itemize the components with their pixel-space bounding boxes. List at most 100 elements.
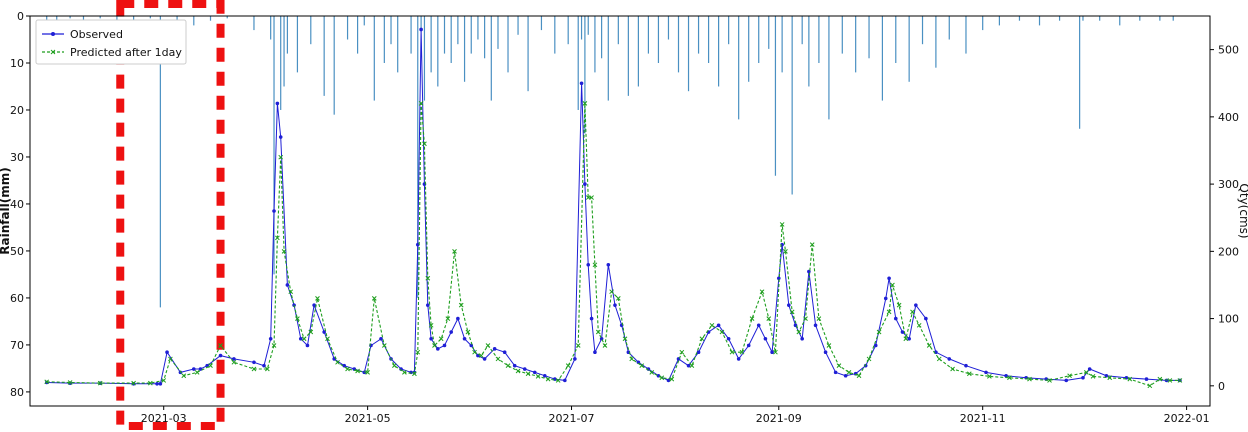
observed-point <box>984 370 988 375</box>
predicted-point <box>1147 383 1153 389</box>
observed-point <box>482 357 487 361</box>
observed-point <box>716 323 721 328</box>
observed-point <box>312 303 316 307</box>
predicted-point <box>679 349 685 355</box>
predicted-point <box>251 366 257 372</box>
predicted-point <box>432 343 437 348</box>
predicted-point <box>773 349 778 355</box>
predicted-point <box>779 222 785 227</box>
predicted-point <box>589 195 594 200</box>
predicted-point <box>67 380 73 385</box>
predicted-point <box>194 370 200 375</box>
predicted-point <box>44 379 50 385</box>
predicted-point <box>288 289 294 295</box>
y-left-tick-label: 80 <box>10 386 24 399</box>
observed-point <box>756 323 761 328</box>
predicted-point <box>131 380 136 386</box>
predicted-point <box>412 371 417 377</box>
observed-point <box>726 336 731 341</box>
predicted-point <box>415 349 421 355</box>
predicted-point <box>438 336 444 342</box>
observed-point <box>252 360 256 365</box>
predicted-point <box>729 349 735 355</box>
observed-point <box>456 316 460 321</box>
observed-point <box>285 283 290 287</box>
observed-point <box>833 370 838 375</box>
observed-point <box>586 262 591 267</box>
observed-point <box>419 27 423 32</box>
observed-point <box>696 350 701 355</box>
observed-point <box>1004 373 1008 378</box>
predicted-point <box>936 356 942 362</box>
predicted-point <box>465 329 471 335</box>
predicted-point <box>281 248 287 254</box>
left-axis: 0 10 20 30 40 50 60 70 80 <box>10 10 30 399</box>
predicted-point <box>886 309 892 315</box>
observed-point <box>593 350 597 355</box>
observed-point <box>907 336 911 341</box>
predicted-point <box>485 343 491 348</box>
predicted-point <box>345 366 350 372</box>
predicted-point <box>535 374 541 379</box>
predicted-point <box>335 359 340 365</box>
predicted-point <box>766 316 772 321</box>
predicted-point <box>966 371 972 377</box>
observed-point <box>873 343 878 348</box>
x-tick-label: 2021-05 <box>345 412 391 425</box>
observed-point <box>352 367 357 371</box>
predicted-point <box>231 359 237 365</box>
predicted-point <box>575 343 581 348</box>
observed-point <box>425 303 430 307</box>
predicted-point <box>315 296 320 301</box>
predicted-point <box>445 316 451 321</box>
predicted-point <box>622 336 628 342</box>
predicted-point <box>649 370 655 375</box>
predicted-point <box>1007 375 1012 381</box>
observed-point <box>770 350 774 355</box>
y-right-axis-label: Qty(cms) <box>1237 183 1248 238</box>
predicted-point <box>876 329 882 335</box>
predicted-point <box>428 322 434 328</box>
predicted-point <box>809 242 815 247</box>
predicted-point <box>749 316 755 321</box>
predicted-point <box>595 329 601 335</box>
observed-point <box>502 350 507 355</box>
observed-point <box>763 336 768 341</box>
predicted-point <box>890 282 895 288</box>
right-axis: 0 100 200 300 400 500 <box>1210 44 1239 393</box>
predicted-point <box>783 248 788 254</box>
predicted-point <box>659 375 665 381</box>
y-right-tick-label: 300 <box>1218 178 1239 191</box>
observed-point <box>1104 373 1109 378</box>
observed-point <box>589 316 594 321</box>
predicted-point <box>168 356 173 362</box>
observed-point <box>191 367 196 371</box>
x-tick-label: 2022-01 <box>1164 412 1210 425</box>
predicted-point <box>505 363 511 369</box>
predicted-point <box>910 309 915 315</box>
predicted-point <box>97 380 103 386</box>
predicted-point <box>515 368 521 374</box>
predicted-point <box>803 316 808 321</box>
observed-point <box>1144 377 1149 381</box>
observed-point <box>823 350 828 355</box>
predicted-point <box>1067 373 1072 379</box>
predicted-point <box>425 275 431 281</box>
observed-point <box>268 336 273 341</box>
observed-point <box>787 303 791 307</box>
observed-point <box>272 209 276 213</box>
legend-box <box>35 19 187 65</box>
observed-point <box>342 363 347 368</box>
predicted-point <box>264 366 270 372</box>
predicted-point <box>629 356 635 362</box>
observed-point <box>429 336 433 341</box>
predicted-point <box>1027 376 1032 382</box>
legend-marker <box>50 49 56 55</box>
observed-point <box>542 373 547 378</box>
predicted-point <box>916 322 922 328</box>
observed-point <box>198 367 203 371</box>
predicted-point <box>609 289 614 295</box>
predicted-point <box>866 356 872 362</box>
predicted-point <box>545 376 551 382</box>
